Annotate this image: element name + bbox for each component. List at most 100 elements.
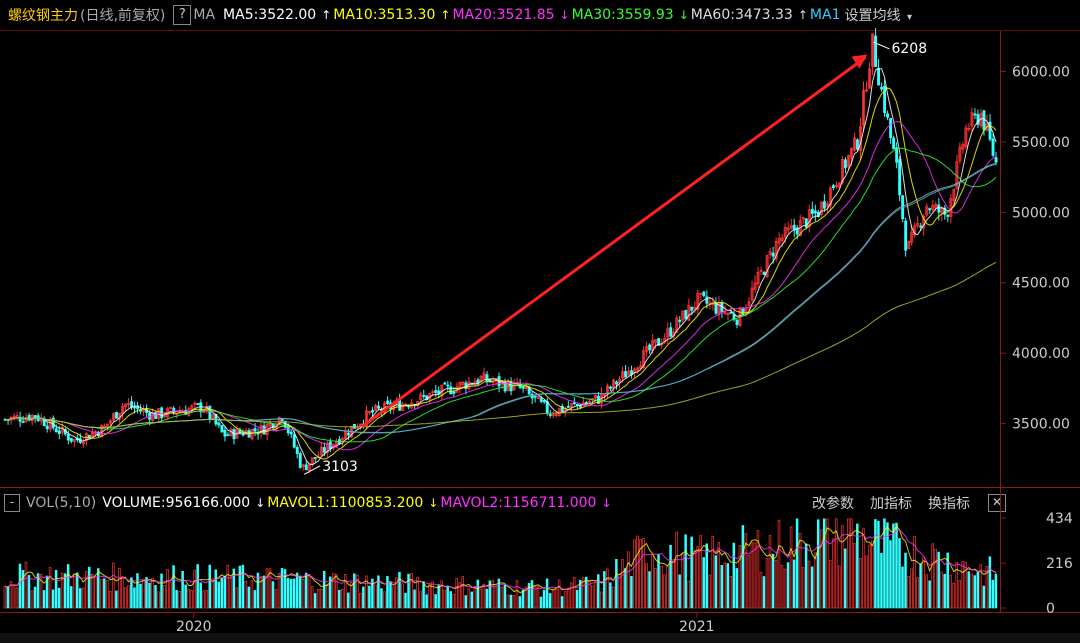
volume-bar xyxy=(232,568,236,609)
volume-bar xyxy=(841,525,844,609)
volume-bar xyxy=(353,573,356,609)
volume-bar xyxy=(780,565,784,609)
candle-up xyxy=(952,188,956,201)
volume-bar xyxy=(798,532,802,609)
volume-bar xyxy=(819,529,823,609)
indicator-tool-1[interactable]: 加指标 xyxy=(870,496,912,512)
candle-down xyxy=(208,405,212,420)
help-button[interactable]: ? xyxy=(173,5,192,25)
volume-bar xyxy=(491,580,495,609)
volume-bar xyxy=(238,565,242,609)
candle-up xyxy=(687,305,691,321)
volume-bar xyxy=(913,536,916,609)
ma-settings-button[interactable]: 设置均线 ▾ xyxy=(844,5,913,25)
volume-bar xyxy=(350,582,353,609)
volume-bar xyxy=(401,583,404,609)
candle-up xyxy=(374,404,377,411)
collapse-button[interactable]: ‑ xyxy=(4,494,20,512)
candle-up xyxy=(871,33,874,67)
ma-value-3: MA30:3559.93 xyxy=(571,7,674,23)
volume-bar xyxy=(392,586,395,609)
candle-up xyxy=(431,391,435,394)
vol-arrow-icon-1: ↓ xyxy=(428,496,439,510)
volume-bar xyxy=(850,518,853,609)
volume-bar xyxy=(214,569,218,609)
candle-down xyxy=(678,319,682,322)
ma-label: MA xyxy=(193,7,216,23)
volume-bar xyxy=(693,550,696,609)
volume-bar xyxy=(244,580,248,609)
volume-bar xyxy=(690,536,693,609)
candle-up xyxy=(569,403,573,408)
candle-down xyxy=(253,428,257,432)
volume-bar xyxy=(106,580,109,609)
volume-bar xyxy=(94,577,97,609)
candle-down xyxy=(196,403,200,405)
volume-bar xyxy=(810,566,814,609)
candle-down xyxy=(657,338,661,346)
candle-down xyxy=(295,446,299,454)
volume-bar xyxy=(78,588,82,609)
volume-bar xyxy=(726,563,730,609)
indicator-tool-0[interactable]: 改参数 xyxy=(812,496,854,512)
volume-bar xyxy=(217,581,221,609)
volume-bar xyxy=(633,539,636,609)
volume-bar xyxy=(967,571,971,609)
volume-bar xyxy=(738,545,742,609)
candle-up xyxy=(169,406,173,409)
candle-up xyxy=(193,402,197,405)
volume-bar xyxy=(639,539,642,609)
candle-up xyxy=(774,240,778,260)
volume-bar xyxy=(283,569,287,609)
volume-bar xyxy=(919,563,922,609)
volume-bar xyxy=(588,580,591,609)
candle-up xyxy=(482,372,486,379)
volume-bar xyxy=(645,563,648,609)
candle-up xyxy=(840,158,844,184)
candle-up xyxy=(639,365,643,369)
indicator-tool-2[interactable]: 换指标 xyxy=(928,496,970,512)
volume-bar xyxy=(578,579,582,609)
candle-up xyxy=(961,143,965,150)
candle-up xyxy=(419,393,423,401)
volume-bar xyxy=(410,573,413,609)
volume-bar xyxy=(3,586,7,609)
volume-bar xyxy=(533,586,537,609)
volume-bar xyxy=(136,573,139,609)
candle-down xyxy=(973,113,977,116)
candle-down xyxy=(976,114,980,125)
volume-bar xyxy=(437,584,440,609)
volume-bar xyxy=(642,538,645,609)
symbol-title[interactable]: 螺纹钢主力 xyxy=(8,8,78,24)
candle-down xyxy=(154,412,158,419)
vol-value-2: MAVOL2:1156711.000 xyxy=(440,495,597,511)
candle-down xyxy=(443,382,447,385)
volume-bar xyxy=(497,578,501,609)
candle-down xyxy=(298,453,302,468)
candle-up xyxy=(106,423,109,427)
close-indicator-button[interactable]: ✕ xyxy=(988,494,1006,512)
volume-bar xyxy=(741,525,745,609)
volume-bar xyxy=(729,576,733,609)
volume-bar xyxy=(603,571,606,609)
volume-bar xyxy=(328,576,332,609)
volume-bar xyxy=(783,568,787,609)
volume-bar xyxy=(247,586,251,609)
volume-bar xyxy=(856,523,859,609)
volume-bar xyxy=(72,573,76,609)
volume-bar xyxy=(91,574,94,609)
y-tick-label: 5500.00 xyxy=(1012,135,1070,151)
volume-bar xyxy=(853,542,856,609)
volume-bar xyxy=(211,578,214,609)
volume-bar xyxy=(97,568,100,609)
candle-up xyxy=(834,185,838,187)
candle-down xyxy=(919,225,923,228)
volume-bar xyxy=(560,596,564,609)
candle-down xyxy=(371,410,374,413)
candle-up xyxy=(786,227,790,231)
volume-bar xyxy=(87,566,91,609)
bottom-toolbar xyxy=(0,633,1080,643)
volume-bar xyxy=(81,587,85,609)
volume-bar xyxy=(181,570,184,609)
